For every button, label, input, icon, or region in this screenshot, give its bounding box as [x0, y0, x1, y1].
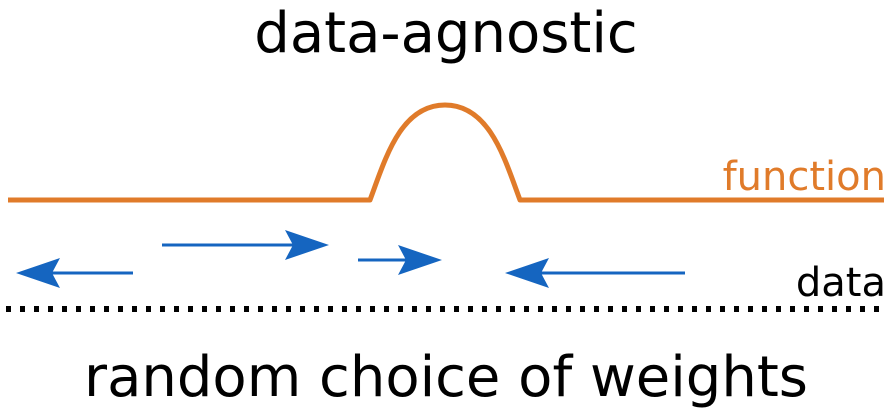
- diagram-title: data-agnostic: [254, 1, 637, 66]
- arrows-group: [16, 230, 685, 288]
- data-label: data: [796, 260, 886, 306]
- function-curve: [8, 102, 884, 203]
- arrow-left-1: [16, 258, 133, 288]
- diagram-caption: random choice of weights: [84, 345, 808, 410]
- function-label: function: [723, 154, 886, 200]
- arrow-left-4: [505, 258, 685, 288]
- arrow-right-3: [358, 245, 442, 275]
- arrow-right-2: [162, 230, 329, 260]
